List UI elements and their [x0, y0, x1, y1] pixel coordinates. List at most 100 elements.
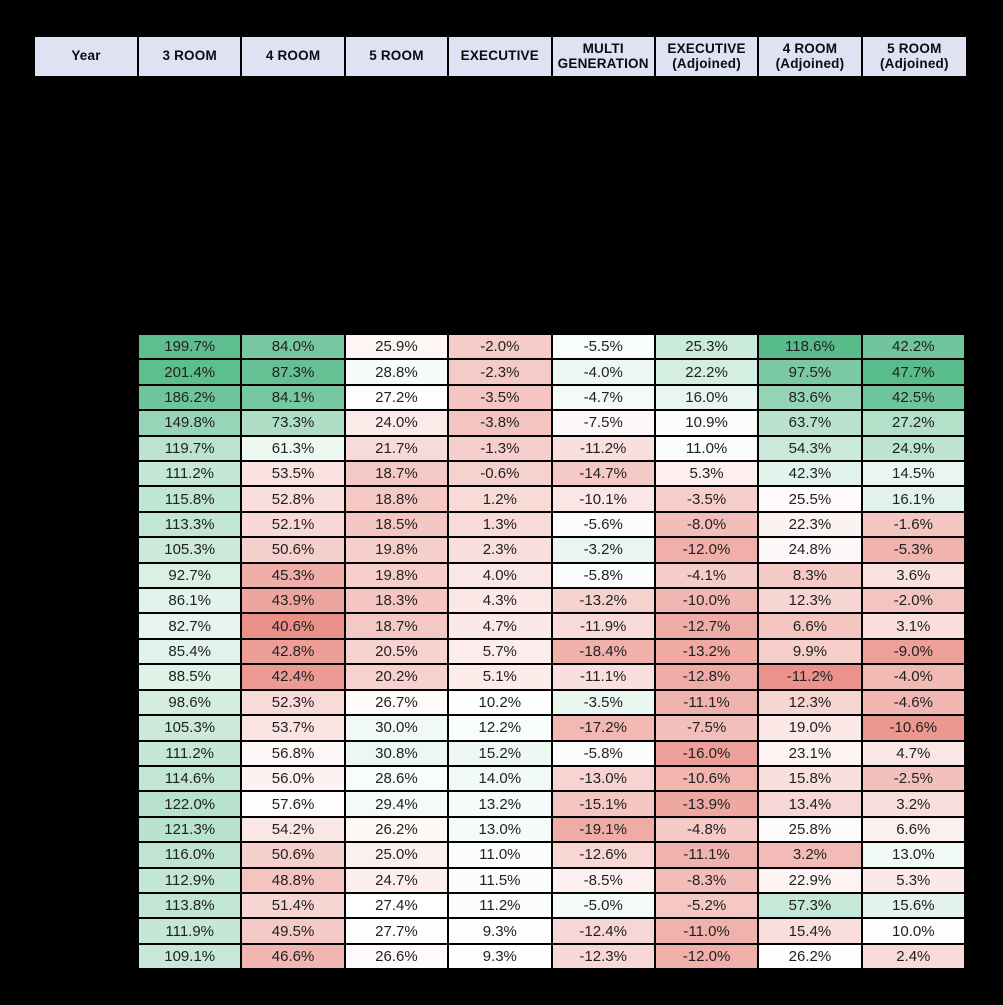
table-cell: 24.0% — [345, 411, 450, 437]
table-cell: -13.9% — [655, 792, 760, 818]
hidden-rows-region — [35, 76, 966, 335]
table-cell: 10.0% — [862, 919, 966, 945]
table-row: 115.8% 52.8% 18.8% 1.2% -10.1% -3.5% 25.5% 16.1… — [139, 487, 966, 513]
table-cell: 9.3% — [449, 944, 553, 971]
table-cell: 12.3% — [759, 589, 863, 615]
table-cell: -13.2% — [655, 639, 760, 666]
table-cell: -2.0% — [449, 335, 553, 361]
table-row: 92.7% 45.3% 19.8% 4.0% -5.8% -4.1% 8.3% 3.6% — [139, 563, 966, 590]
table-row: 82.7% 40.6% 18.7% 4.7% -11.9% -12.7% 6.6% 3.1% — [139, 614, 966, 640]
table-cell: 16.0% — [655, 385, 760, 412]
column-header-executive: EXECUTIVE — [449, 37, 553, 76]
table-cell: -2.0% — [862, 589, 966, 615]
table-cell: 53.5% — [242, 462, 346, 488]
table-cell: 105.3% — [139, 716, 243, 742]
table-cell: 11.0% — [449, 843, 553, 869]
table-cell: -14.7% — [552, 462, 656, 488]
table-cell: 22.3% — [759, 512, 863, 539]
table-cell: 57.6% — [242, 792, 346, 818]
table-cell: 12.3% — [759, 690, 863, 717]
table-row: 149.8% 73.3% 24.0% -3.8% -7.5% 10.9% 63.7% 27.2… — [139, 411, 966, 437]
table-cell: -2.3% — [449, 360, 553, 386]
table-cell: 52.3% — [242, 690, 346, 717]
table-cell: 113.8% — [139, 893, 243, 920]
table-cell: -11.2% — [552, 436, 656, 463]
table-cell: 15.6% — [862, 893, 966, 920]
table-cell: 16.1% — [862, 487, 966, 513]
column-header-3-room: 3 ROOM — [139, 37, 243, 76]
table-cell: 9.9% — [759, 639, 863, 666]
table-cell: 25.8% — [759, 817, 863, 844]
table-cell: -8.3% — [655, 868, 760, 894]
table-cell: 119.7% — [139, 436, 243, 463]
table-cell: 9.3% — [449, 919, 553, 945]
table-cell: 11.2% — [449, 893, 553, 920]
table-cell: 115.8% — [139, 487, 243, 513]
table-cell: -1.3% — [449, 436, 553, 463]
table-cell: 11.5% — [449, 868, 553, 894]
table-cell: 18.3% — [345, 589, 450, 615]
table-cell: 201.4% — [139, 360, 243, 386]
table-cell: 14.5% — [862, 462, 966, 488]
table-cell: 92.7% — [139, 563, 243, 590]
table-cell: 63.7% — [759, 411, 863, 437]
table-cell: 50.6% — [242, 843, 346, 869]
table-cell: 6.6% — [862, 817, 966, 844]
table-cell: 13.2% — [449, 792, 553, 818]
table-cell: 24.7% — [345, 868, 450, 894]
column-header-5-room-adjoined: 5 ROOM (Adjoined) — [879, 41, 949, 71]
table-cell: -10.6% — [862, 716, 966, 742]
table-cell: 84.1% — [242, 385, 346, 412]
table-cell: -5.8% — [552, 741, 656, 767]
table-cell: -11.2% — [759, 665, 863, 691]
table-cell: 27.4% — [345, 893, 450, 920]
table-cell: 11.0% — [655, 436, 760, 463]
table-cell: 6.6% — [759, 614, 863, 640]
table-cell: 51.4% — [242, 893, 346, 920]
table-cell: -3.5% — [655, 487, 760, 513]
table-cell: 27.7% — [345, 919, 450, 945]
table-cell: 26.2% — [345, 817, 450, 844]
table-cell: 5.3% — [862, 868, 966, 894]
table-cell: -18.4% — [552, 639, 656, 666]
column-header-executive-adjoined: EXECUTIVE (Adjoined) — [656, 37, 760, 76]
table-cell: 3.2% — [759, 843, 863, 869]
table-cell: 22.9% — [759, 868, 863, 894]
table-cell: 54.3% — [759, 436, 863, 463]
table-cell: 24.8% — [759, 538, 863, 564]
table-cell: 42.3% — [759, 462, 863, 488]
table-cell: 105.3% — [139, 538, 243, 564]
table-cell: 4.0% — [449, 563, 553, 590]
table-cell: 25.5% — [759, 487, 863, 513]
table-cell: 111.9% — [139, 919, 243, 945]
table-cell: -9.0% — [862, 639, 966, 666]
table-cell: 25.0% — [345, 843, 450, 869]
table-cell: -12.0% — [655, 944, 760, 971]
table-cell: -16.0% — [655, 741, 760, 767]
table-cell: 112.9% — [139, 868, 243, 894]
table-cell: 5.3% — [655, 462, 760, 488]
table-cell: 87.3% — [242, 360, 346, 386]
table-cell: 10.2% — [449, 690, 553, 717]
table-cell: -12.3% — [552, 944, 656, 971]
table-cell: 73.3% — [242, 411, 346, 437]
table-cell: -12.0% — [655, 538, 760, 564]
table-cell: -15.1% — [552, 792, 656, 818]
table-cell: 47.7% — [862, 360, 966, 386]
table-cell: -7.5% — [552, 411, 656, 437]
column-header-4-room-adjoined: 4 ROOM (Adjoined) — [759, 37, 863, 76]
table-cell: 111.2% — [139, 741, 243, 767]
table-cell: -1.6% — [862, 512, 966, 539]
table-cell: 19.0% — [759, 716, 863, 742]
table-cell: 22.2% — [655, 360, 760, 386]
table-cell: 19.8% — [345, 538, 450, 564]
table-cell: -12.8% — [655, 665, 760, 691]
table-row: 121.3% 54.2% 26.2% 13.0% -19.1% -4.8% 25.8% 6.6… — [139, 817, 966, 844]
table-cell: 52.8% — [242, 487, 346, 513]
table-row: 111.2% 53.5% 18.7% -0.6% -14.7% 5.3% 42.3% 14.5… — [139, 462, 966, 488]
table-cell: 43.9% — [242, 589, 346, 615]
table-cell: 21.7% — [345, 436, 450, 463]
table-row: 114.6% 56.0% 28.6% 14.0% -13.0% -10.6% 15.8% -2… — [139, 766, 966, 793]
table-cell: -5.0% — [552, 893, 656, 920]
